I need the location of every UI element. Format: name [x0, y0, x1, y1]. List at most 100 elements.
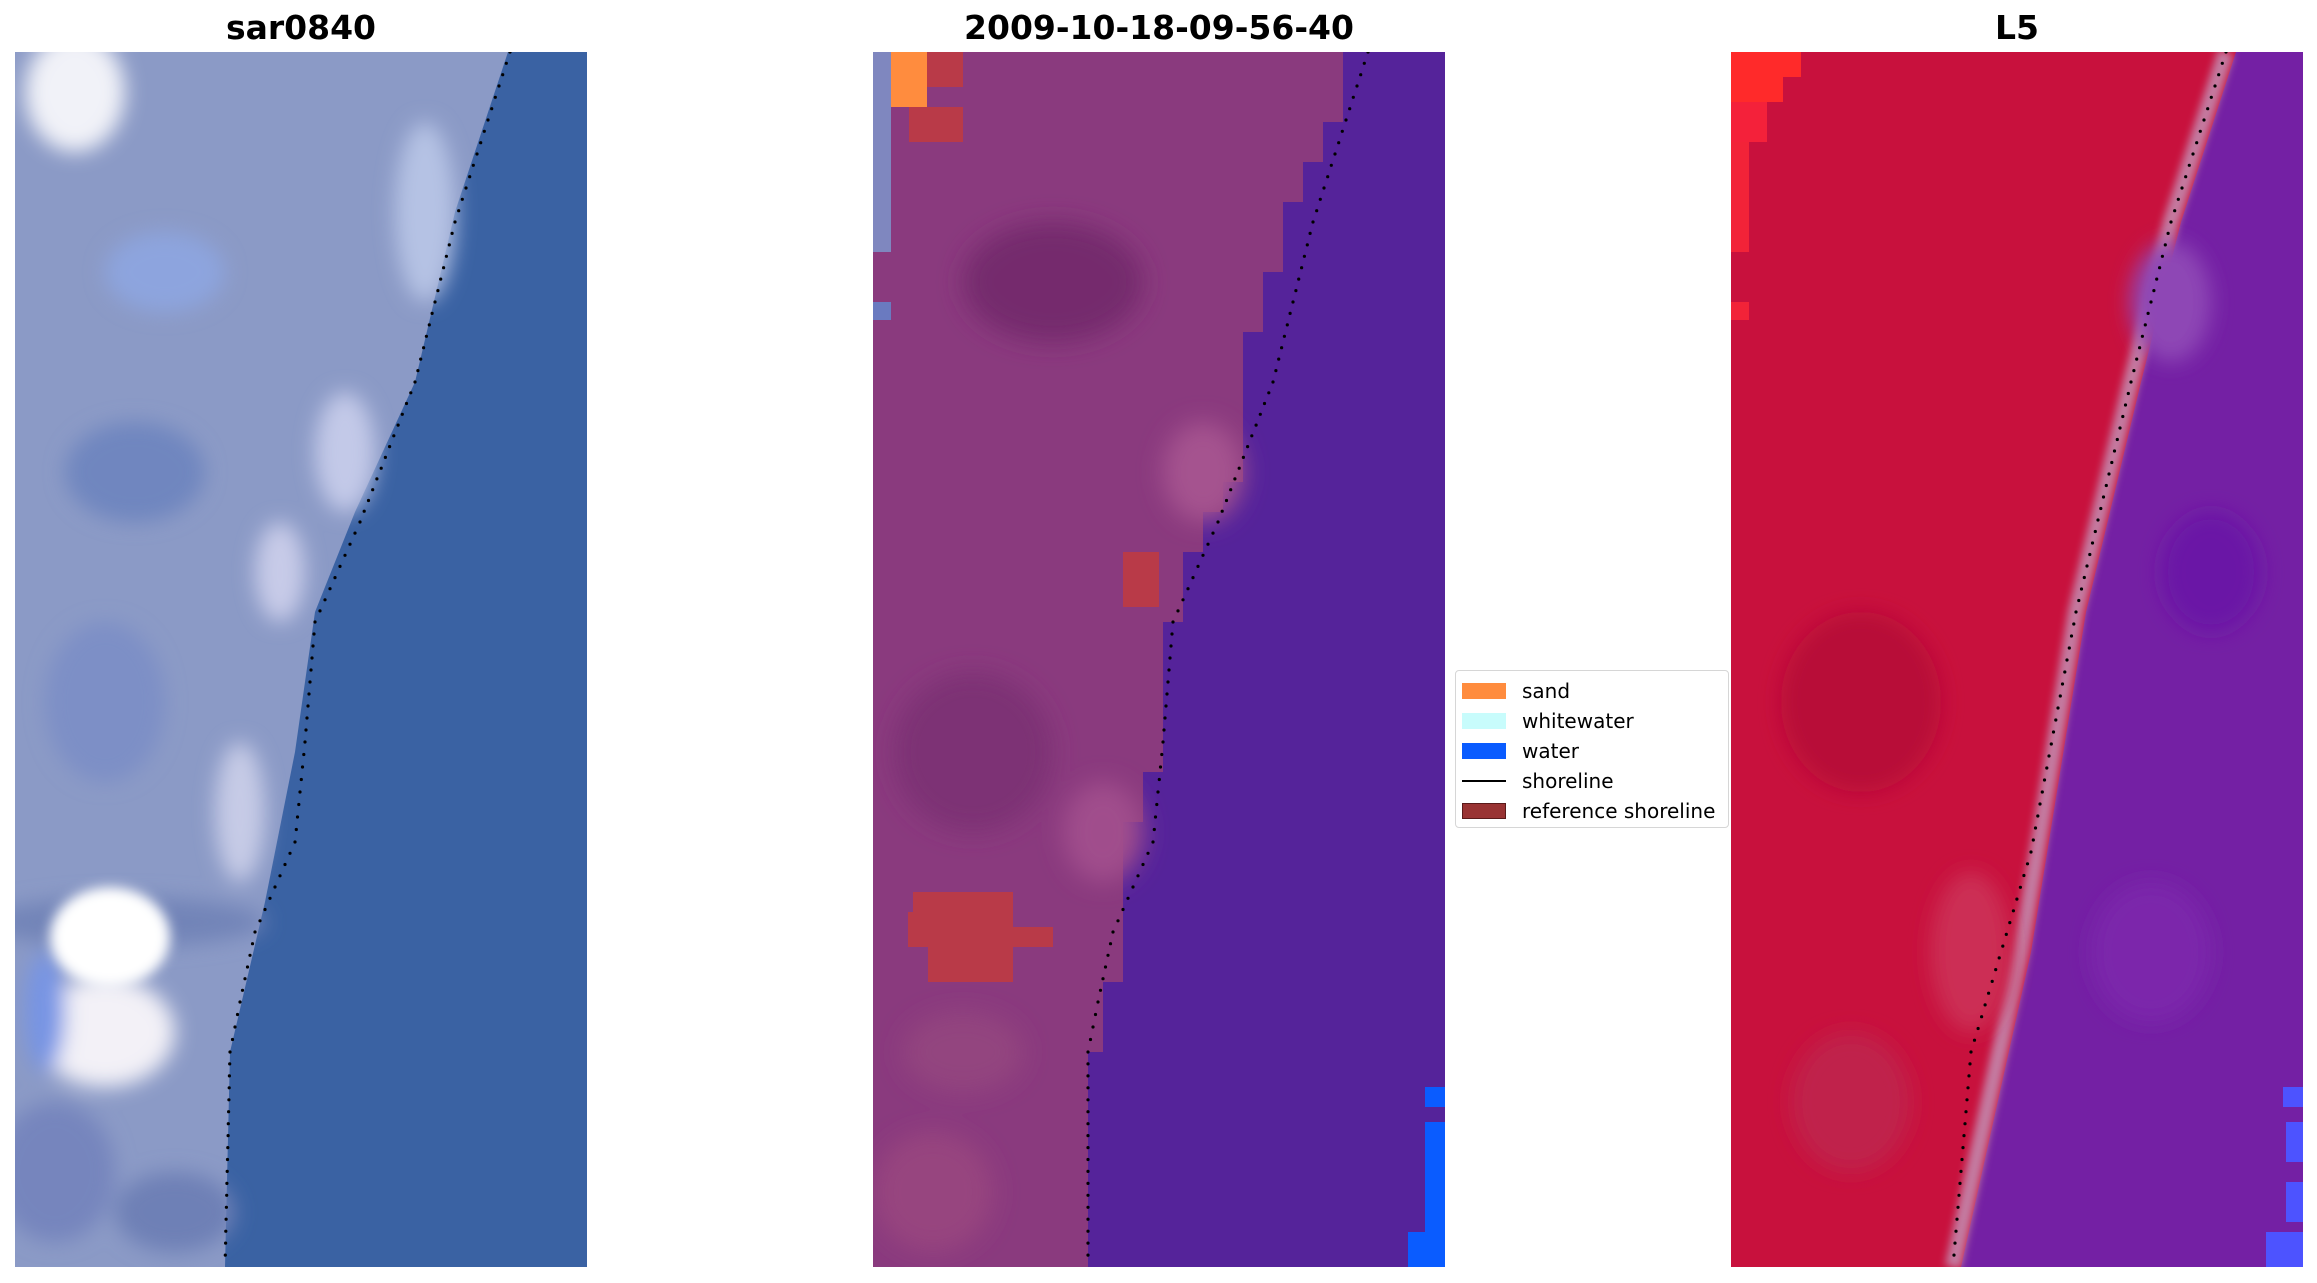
shoreline-point — [2018, 885, 2022, 889]
shoreline-point — [2056, 706, 2060, 710]
shoreline-point — [353, 531, 357, 535]
legend-item-shoreline: shoreline — [1462, 769, 1614, 793]
shoreline-point — [1285, 323, 1289, 327]
shoreline-point — [1254, 423, 1258, 427]
shoreline-point — [1171, 620, 1175, 624]
shoreline-point — [1086, 1074, 1090, 1078]
legend-item-reference-shoreline: reference shoreline — [1462, 799, 1715, 823]
shoreline-point — [409, 391, 413, 395]
shoreline-point — [1093, 1012, 1098, 1017]
shoreline-point — [2101, 495, 2106, 499]
shoreline-point — [1155, 802, 1159, 807]
shoreline-point — [436, 289, 440, 293]
shoreline-point — [1954, 1229, 1958, 1233]
shoreline-point — [490, 107, 494, 111]
shoreline-point — [1340, 129, 1344, 133]
shoreline-point — [1963, 1122, 1967, 1126]
shoreline-point — [2049, 742, 2053, 746]
shoreline-point — [308, 680, 312, 684]
shoreline-point — [312, 632, 316, 636]
shoreline-point — [2063, 670, 2067, 674]
shoreline-point — [1953, 1241, 1957, 1245]
shoreline-point — [1086, 1146, 1090, 1150]
shoreline-point — [1176, 609, 1180, 613]
shoreline-point — [1958, 1181, 1962, 1185]
shoreline-points — [1086, 52, 1370, 1257]
shoreline-point — [303, 740, 307, 744]
legend-label: whitewater — [1522, 709, 1634, 733]
shoreline-point — [1086, 1134, 1090, 1138]
shoreline-point — [457, 209, 461, 213]
shoreline-point — [2060, 682, 2065, 686]
shoreline-point — [1337, 141, 1341, 145]
shoreline-point — [2115, 437, 2119, 442]
shoreline-point — [433, 300, 437, 304]
shoreline-point — [2099, 506, 2103, 511]
classification-image — [873, 52, 1445, 1267]
rgb-image — [15, 52, 587, 1267]
shoreline-point — [224, 1205, 228, 1209]
shoreline-point — [1096, 1000, 1100, 1004]
shoreline-point — [2033, 826, 2038, 830]
shoreline-point — [453, 220, 457, 224]
shoreline-point — [1086, 1122, 1090, 1126]
shoreline-point — [1961, 1146, 1965, 1150]
shoreline-point — [1300, 266, 1304, 270]
shoreline-point — [1333, 152, 1337, 156]
shoreline-point — [1141, 862, 1145, 867]
shoreline-point — [2065, 658, 2069, 662]
shoreline-point — [366, 498, 371, 503]
shoreline-point — [1088, 1037, 1093, 1042]
shoreline-point — [2135, 357, 2139, 361]
shoreline-point — [1990, 979, 1994, 984]
shoreline-point — [1366, 52, 1370, 54]
shoreline-point — [1086, 1229, 1090, 1233]
shoreline-point — [1262, 401, 1267, 406]
shoreline-point — [1146, 851, 1150, 855]
shoreline-point — [1359, 73, 1363, 77]
shoreline-point — [1211, 531, 1215, 535]
shoreline-point — [1165, 692, 1169, 696]
shoreline-point — [1308, 231, 1312, 235]
shoreline-point — [1987, 991, 1991, 995]
shoreline-point — [1098, 988, 1103, 992]
shoreline-point — [283, 862, 287, 867]
shoreline-point — [1956, 1205, 1960, 1209]
shoreline-point — [482, 129, 486, 133]
legend-line-shoreline — [1462, 780, 1506, 782]
shoreline-point — [227, 1086, 231, 1090]
shoreline-point — [1980, 1015, 1984, 1019]
shoreline-point — [311, 644, 315, 648]
shoreline-point — [1952, 1253, 1956, 1257]
shoreline-point — [268, 896, 272, 900]
shoreline-point — [392, 434, 396, 438]
shoreline-point — [1976, 1026, 1980, 1031]
shoreline-point — [1170, 632, 1174, 636]
shoreline-point — [1957, 1193, 1961, 1197]
shoreline-point — [2093, 529, 2097, 534]
shoreline-point — [1983, 1003, 1987, 1007]
shoreline-point — [295, 815, 300, 819]
shoreline-point — [1964, 1110, 1968, 1114]
shoreline-point — [371, 488, 375, 492]
shoreline-point — [1997, 956, 2001, 960]
shoreline-point — [1291, 300, 1295, 304]
shoreline-point — [464, 186, 468, 190]
shoreline-point — [1136, 874, 1140, 878]
shoreline-point — [227, 1098, 231, 1102]
shoreline-point — [2082, 575, 2086, 580]
shoreline-point — [1152, 827, 1156, 832]
shoreline-point — [388, 445, 392, 449]
shoreline-point — [1267, 391, 1271, 395]
shoreline-point — [235, 1012, 240, 1017]
shoreline-point — [2022, 873, 2026, 878]
shoreline-point — [348, 542, 352, 546]
shoreline-point — [313, 620, 317, 624]
shoreline-point — [1280, 346, 1284, 350]
shoreline-point — [225, 1181, 229, 1185]
shoreline-points — [223, 52, 512, 1257]
shoreline-point — [2074, 610, 2078, 614]
shoreline-point — [2169, 220, 2173, 224]
shoreline-point — [225, 1157, 230, 1162]
shoreline-point — [1166, 680, 1170, 684]
